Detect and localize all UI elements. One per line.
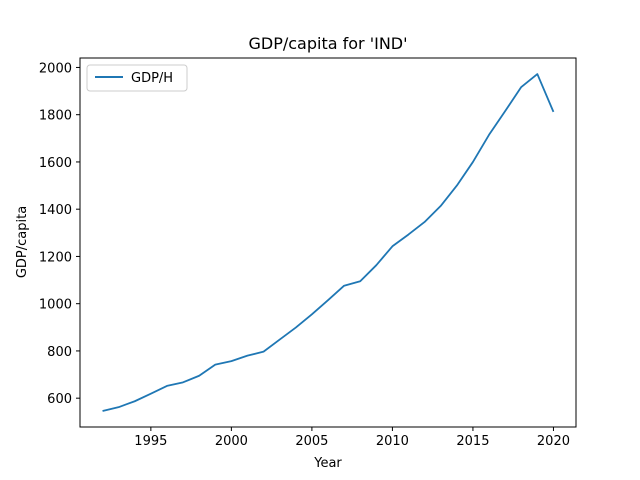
- x-tick-label-2005: 2005: [295, 434, 328, 449]
- legend: GDP/H: [86, 64, 188, 92]
- x-axis: 1995 2000 2005 2010 2015 2020: [134, 427, 570, 449]
- y-tick-label-1800: 1800: [39, 109, 72, 124]
- legend-label-gdp-h: GDP/H: [131, 71, 173, 86]
- plot-area-frame: [79, 57, 577, 428]
- x-tick-label-1995: 1995: [134, 434, 167, 449]
- legend-box: [86, 64, 188, 92]
- y-tick-label-1600: 1600: [39, 156, 72, 171]
- y-tick-label-600: 600: [47, 392, 72, 407]
- x-axis-label: Year: [313, 456, 342, 471]
- y-tick-label-1000: 1000: [39, 298, 72, 313]
- y-axis: 600 800 1000 1200 1400 1600 1800 2000: [39, 61, 80, 407]
- x-tick-label-2010: 2010: [376, 434, 409, 449]
- plot-series: [102, 73, 555, 412]
- y-tick-label-800: 800: [47, 345, 72, 360]
- y-tick-label-2000: 2000: [39, 61, 72, 76]
- y-axis-label: GDP/capita: [15, 206, 30, 278]
- x-tick-label-2020: 2020: [537, 434, 570, 449]
- series-line-0: [102, 73, 555, 412]
- y-tick-label-1400: 1400: [39, 203, 72, 218]
- chart-title: GDP/capita for 'IND': [248, 34, 407, 53]
- x-tick-label-2000: 2000: [215, 434, 248, 449]
- y-tick-label-1200: 1200: [39, 250, 72, 265]
- x-tick-label-2015: 2015: [456, 434, 489, 449]
